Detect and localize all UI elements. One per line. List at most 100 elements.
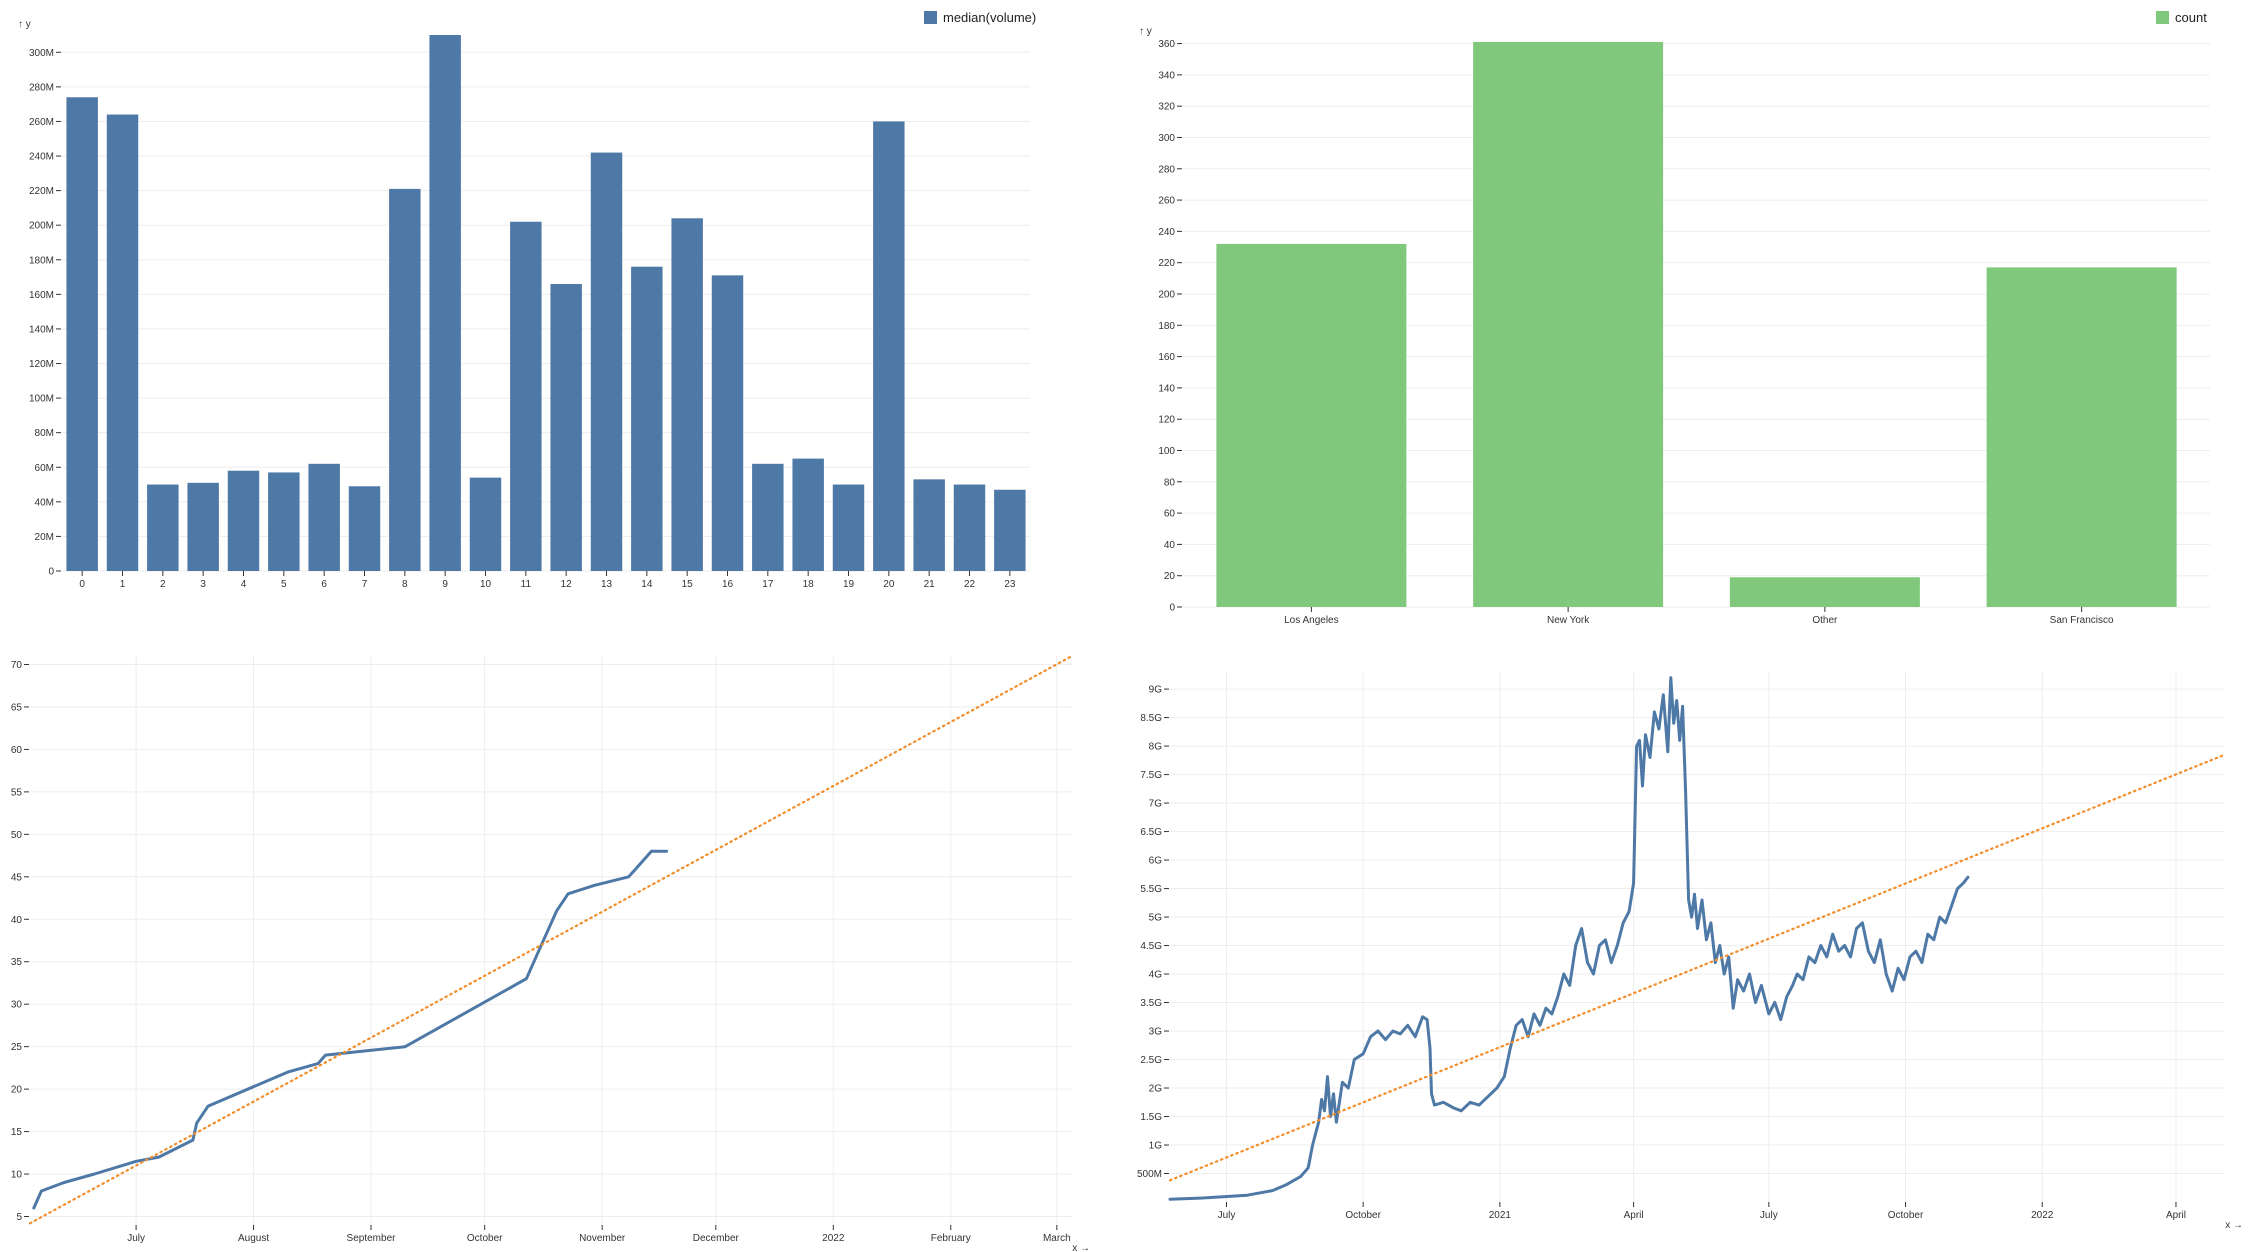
y-tick-label: 7.5G xyxy=(1140,770,1162,781)
y-tick-label: 260M xyxy=(29,117,54,128)
y-tick-label: 6.5G xyxy=(1140,827,1162,838)
y-tick-label: 120M xyxy=(29,359,54,370)
bar xyxy=(106,114,139,571)
y-tick-label: 55 xyxy=(11,787,23,798)
y-tick-label: 1.5G xyxy=(1140,1112,1162,1123)
x-tick-label: 15 xyxy=(682,579,694,590)
bar xyxy=(873,121,905,572)
y-tick-label: 40 xyxy=(1164,540,1176,551)
y-tick-label: 1G xyxy=(1149,1141,1163,1152)
y-tick-label: 5 xyxy=(16,1212,22,1223)
x-tick-label: April xyxy=(1624,1210,1644,1221)
y-tick-label: 30 xyxy=(11,1000,23,1011)
x-tick-label: July xyxy=(1760,1210,1778,1221)
x-tick-label: 7 xyxy=(362,579,368,590)
y-tick-label: 9G xyxy=(1149,685,1163,696)
y-axis-title: ↑ y xyxy=(1139,26,1152,37)
y-tick-label: 65 xyxy=(11,702,23,713)
x-tick-label: 14 xyxy=(641,579,653,590)
x-tick-label: 10 xyxy=(480,579,492,590)
x-tick-label: 18 xyxy=(803,579,815,590)
series-line xyxy=(1168,676,1970,1201)
bar xyxy=(389,188,421,572)
bar xyxy=(510,221,542,572)
y-tick-label: 4G xyxy=(1149,970,1163,981)
bar xyxy=(268,472,300,571)
x-tick-label: 2 xyxy=(160,579,166,590)
y-tick-label: 70 xyxy=(11,660,23,671)
y-tick-label: 40 xyxy=(11,915,23,926)
y-tick-label: 160M xyxy=(29,290,54,301)
y-tick-label: 220M xyxy=(29,186,54,197)
x-tick-label: 11 xyxy=(521,579,532,590)
x-tick-label: 2022 xyxy=(822,1233,845,1244)
x-tick-label: October xyxy=(1345,1210,1381,1221)
y-tick-label: 6G xyxy=(1149,856,1163,867)
y-tick-label: 5G xyxy=(1149,913,1163,924)
line-chart-1: 5 10 15 20 25 30 35 40 45 50 55 60 65 70 July August Sep… xyxy=(11,654,1090,1252)
bar xyxy=(590,152,623,571)
bar xyxy=(953,484,986,571)
x-tick-label: 3 xyxy=(200,579,206,590)
legend-label: count xyxy=(2175,10,2207,25)
x-tick-label: September xyxy=(347,1233,397,1244)
x-tick-label: 1 xyxy=(120,579,126,590)
x-tick-label: 20 xyxy=(883,579,895,590)
y-tick-label: 120 xyxy=(1158,415,1175,426)
x-tick-label: July xyxy=(127,1233,145,1244)
x-tick-label: 22 xyxy=(964,579,976,590)
x-tick-label: 16 xyxy=(722,579,734,590)
y-tick-label: 320 xyxy=(1158,102,1175,113)
y-tick-label: 0 xyxy=(48,567,54,578)
y-tick-label: 300M xyxy=(29,48,54,59)
bar xyxy=(792,458,824,571)
x-tick-label: Los Angeles xyxy=(1284,615,1339,626)
y-tick-label: 200 xyxy=(1158,289,1175,300)
bar xyxy=(1473,42,1664,607)
y-tick-label: 260 xyxy=(1158,196,1175,207)
y-tick-label: 200M xyxy=(29,221,54,232)
y-tick-label: 2.5G xyxy=(1140,1055,1162,1066)
x-tick-label: October xyxy=(1888,1210,1924,1221)
x-tick-label: 12 xyxy=(561,579,573,590)
y-axis-title: ↑ y xyxy=(18,19,31,30)
y-tick-label: 300 xyxy=(1158,133,1175,144)
y-tick-label: 80 xyxy=(1164,477,1176,488)
x-tick-label: February xyxy=(931,1233,971,1244)
x-tick-label: October xyxy=(467,1233,503,1244)
bar-chart-1: 020M40M60M80M100M120M140M160M180M200M220… xyxy=(18,10,1036,590)
trend-line xyxy=(28,654,1074,1225)
x-tick-label: December xyxy=(693,1233,740,1244)
x-tick-label: 4 xyxy=(241,579,247,590)
x-tick-label: 5 xyxy=(281,579,287,590)
y-tick-label: 40M xyxy=(35,497,54,508)
y-tick-label: 8G xyxy=(1149,742,1163,753)
x-axis-title: x → xyxy=(1072,1243,1090,1252)
series-line xyxy=(32,849,669,1210)
x-tick-label: 19 xyxy=(843,579,855,590)
y-tick-label: 50 xyxy=(11,830,23,841)
y-tick-label: 0 xyxy=(1169,603,1175,614)
bar xyxy=(671,218,703,572)
y-tick-label: 2G xyxy=(1149,1084,1163,1095)
bar xyxy=(994,489,1026,571)
x-tick-label: San Francisco xyxy=(2050,615,2114,626)
legend-swatch xyxy=(924,11,937,24)
x-tick-label: Other xyxy=(1812,615,1838,626)
x-tick-label: March xyxy=(1043,1233,1071,1244)
y-tick-label: 60 xyxy=(1164,509,1176,520)
y-tick-label: 5.5G xyxy=(1140,884,1162,895)
bar xyxy=(1216,243,1407,607)
y-tick-label: 4.5G xyxy=(1140,941,1162,952)
bar xyxy=(147,484,179,571)
legend-label: median(volume) xyxy=(943,10,1036,25)
x-tick-label: April xyxy=(2166,1210,2186,1221)
y-tick-label: 240M xyxy=(29,152,54,163)
bar xyxy=(187,482,219,571)
bar xyxy=(913,479,945,571)
y-tick-label: 60 xyxy=(11,745,23,756)
y-tick-label: 7G xyxy=(1149,799,1163,810)
y-tick-label: 3G xyxy=(1149,1027,1163,1038)
y-tick-label: 100 xyxy=(1158,446,1175,457)
